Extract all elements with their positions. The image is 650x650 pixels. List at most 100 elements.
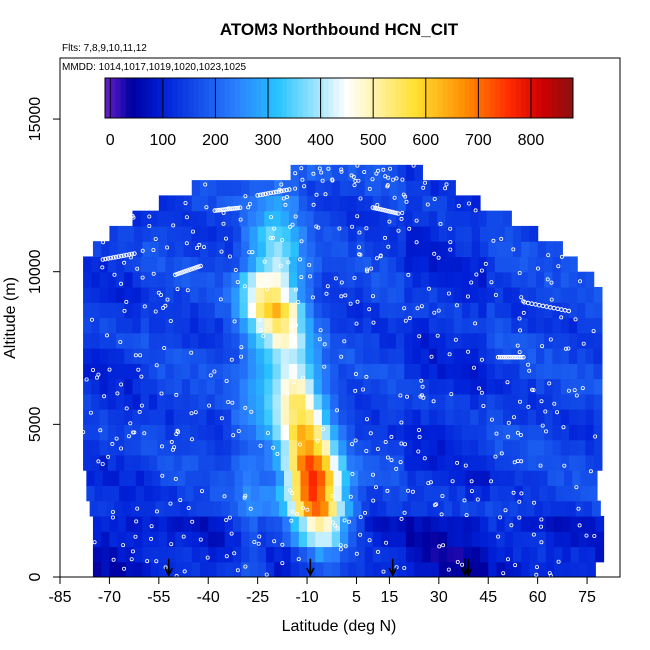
heatmap-cell	[325, 470, 335, 487]
heatmap-cell	[381, 546, 391, 563]
track-point	[519, 295, 524, 300]
heatmap-cell	[404, 363, 414, 380]
heatmap-cell	[241, 546, 251, 563]
track-point	[108, 255, 113, 261]
track-point	[441, 543, 446, 548]
heatmap-cell	[92, 546, 102, 563]
track-point	[214, 208, 220, 213]
heatmap-cell	[463, 225, 473, 242]
heatmap-cell	[247, 210, 257, 227]
heatmap-cell	[298, 546, 308, 563]
track-point	[584, 533, 589, 538]
heatmap-cell	[363, 409, 372, 425]
track-point	[258, 328, 263, 333]
track-point	[290, 509, 295, 514]
track-point	[219, 416, 224, 421]
heatmap-cell	[527, 271, 537, 288]
heatmap-cell	[412, 271, 422, 288]
track-point	[539, 399, 544, 404]
heatmap-cell	[142, 241, 152, 258]
heatmap-cell	[256, 363, 265, 380]
colorbar-swatch	[271, 78, 278, 118]
heatmap-cell	[204, 500, 214, 517]
heatmap-cell	[140, 348, 150, 364]
heatmap-cell	[519, 409, 529, 425]
colorbar-swatch	[552, 78, 558, 118]
heatmap-cell	[412, 378, 422, 395]
heatmap-cell	[512, 225, 522, 242]
heatmap-cell	[83, 286, 92, 303]
heatmap-cell	[440, 485, 450, 502]
heatmap-cell	[583, 500, 593, 517]
heatmap-cell	[445, 454, 455, 471]
heatmap-cell	[148, 256, 158, 273]
heatmap-cell	[503, 424, 512, 441]
heatmap-cell	[356, 241, 366, 258]
heatmap-cell	[190, 348, 199, 364]
heatmap-cell	[165, 302, 175, 319]
track-point	[333, 523, 338, 528]
heatmap-cell	[391, 470, 400, 487]
track-point	[506, 354, 512, 360]
heatmap-cell	[504, 241, 514, 258]
track-point	[370, 294, 375, 299]
heatmap-cell	[447, 546, 456, 563]
track-point	[367, 186, 372, 191]
heatmap-cell	[453, 317, 463, 334]
heatmap-cell	[461, 424, 471, 441]
track-point	[194, 245, 199, 250]
heatmap-cell	[445, 317, 455, 334]
heatmap-cell	[175, 241, 185, 258]
heatmap-cell	[106, 500, 115, 517]
track-point	[333, 276, 338, 281]
track-point	[506, 434, 511, 439]
track-point	[572, 388, 577, 393]
track-point	[555, 410, 560, 415]
heatmap-cell	[348, 515, 358, 532]
heatmap-cell	[234, 470, 244, 487]
heatmap-cell	[265, 180, 275, 196]
heatmap-cell	[371, 348, 381, 364]
track-point	[136, 367, 141, 372]
track-point	[293, 287, 298, 292]
heatmap-cell	[536, 317, 545, 334]
heatmap-cell	[536, 332, 545, 349]
track-point	[352, 275, 357, 280]
heatmap-cell	[547, 485, 557, 502]
track-point	[265, 191, 271, 196]
heatmap-cell	[157, 256, 167, 273]
track-point	[193, 410, 198, 415]
heatmap-cell	[374, 470, 384, 487]
heatmap-cell	[361, 500, 371, 517]
x-tick-label: -55	[147, 589, 170, 606]
track-point	[588, 469, 593, 474]
heatmap-cell	[420, 378, 430, 395]
track-point	[280, 237, 285, 242]
heatmap-cell	[125, 241, 135, 258]
track-point	[367, 538, 372, 543]
track-point	[296, 299, 301, 304]
heatmap-cell	[346, 378, 356, 395]
heatmap-cell	[157, 454, 167, 471]
heatmap-cell	[223, 439, 232, 456]
track-point	[382, 235, 387, 240]
heatmap-cell	[371, 439, 381, 456]
track-point	[115, 391, 120, 396]
heatmap-cell	[478, 332, 488, 349]
heatmap-cell	[280, 286, 290, 303]
heatmap-cell	[552, 378, 562, 395]
track-point	[364, 448, 369, 453]
heatmap-cell	[363, 363, 372, 380]
heatmap-cell	[224, 195, 234, 212]
heatmap-cell	[231, 348, 241, 364]
track-point	[566, 308, 572, 314]
heatmap-cell	[364, 195, 374, 212]
track-point	[270, 235, 275, 240]
heatmap-cell	[111, 485, 120, 502]
heatmap-cell	[552, 256, 562, 273]
heatmap-cell	[470, 424, 479, 441]
track-point	[249, 409, 254, 414]
heatmap-cell	[527, 378, 537, 395]
heatmap-cell	[420, 302, 430, 319]
heatmap-cell	[91, 302, 101, 319]
